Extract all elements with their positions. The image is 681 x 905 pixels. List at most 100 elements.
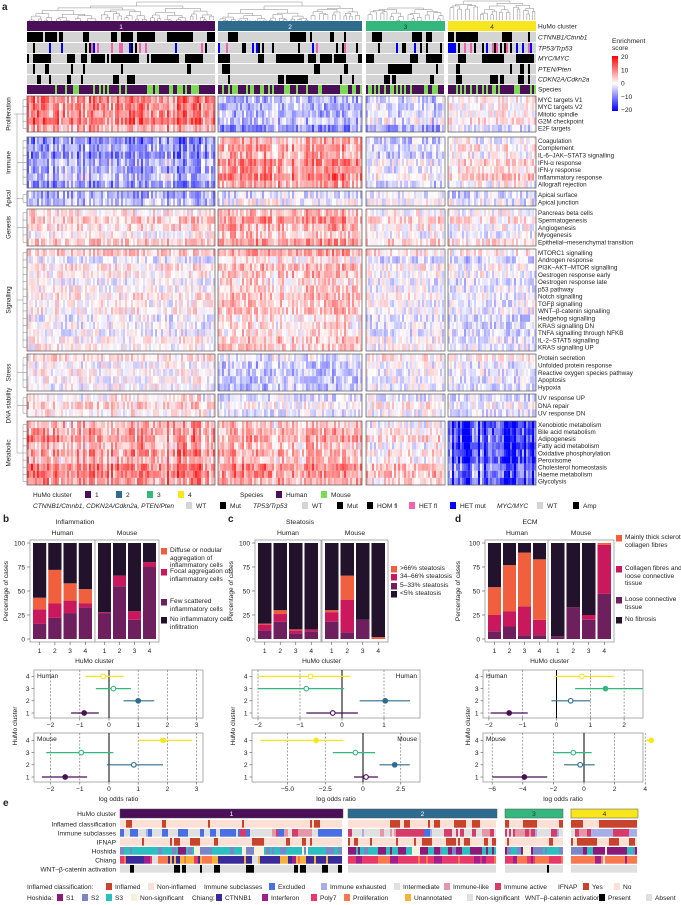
- heatmap-cell: [224, 110, 226, 117]
- heatmap-cell: [169, 110, 171, 117]
- cdkn2a-track-cell: [123, 75, 125, 84]
- myc-track-cell: [500, 54, 502, 63]
- pten-track-cell: [432, 64, 434, 74]
- heatmap-cell: [380, 181, 382, 188]
- heatmap-cell: [422, 137, 424, 144]
- species-track-cell: [310, 85, 312, 94]
- heatmap-cell: [368, 166, 370, 173]
- heatmap-cell: [268, 144, 270, 151]
- heatmap-cell: [346, 118, 348, 125]
- heatmap-cell: [127, 152, 129, 159]
- heatmap-cell: [518, 110, 520, 117]
- species-track-cell: [179, 85, 181, 94]
- heatmap-cell: [486, 118, 488, 125]
- pten-track-cell: [127, 64, 129, 74]
- heatmap-cell: [45, 152, 47, 159]
- myc-track-cell: [480, 54, 482, 63]
- heatmap-cell: [73, 110, 75, 117]
- pathway-label: E2F targets: [538, 126, 571, 133]
- heatmap-cell: [145, 110, 147, 117]
- heatmap-cell: [338, 144, 340, 151]
- myc-track-cell: [410, 54, 412, 63]
- ctnnb1-track-cell: [236, 32, 238, 42]
- heatmap-cell: [238, 181, 240, 188]
- heatmap-cell: [394, 152, 396, 159]
- heatmap-cell: [189, 152, 191, 159]
- species-track-cell: [75, 85, 77, 94]
- heatmap-cell: [203, 166, 205, 173]
- myc-track-cell: [414, 54, 416, 63]
- heatmap-cell: [57, 137, 59, 144]
- pten-track-cell: [123, 64, 125, 74]
- tp53-track-cell: [512, 43, 514, 53]
- heatmap-cell: [222, 166, 224, 173]
- species-track-cell: [105, 85, 107, 94]
- ctnnb1-track-cell: [145, 32, 147, 42]
- heatmap-cell: [224, 103, 226, 110]
- heatmap-cell: [470, 110, 472, 117]
- heatmap-cell: [368, 159, 370, 166]
- heatmap-cell: [468, 144, 470, 151]
- heatmap-cell: [372, 118, 374, 125]
- heatmap-cell: [492, 125, 494, 132]
- heatmap-cell: [173, 144, 175, 151]
- heatmap-cell: [434, 144, 436, 151]
- heatmap-cell: [348, 118, 350, 125]
- heatmap-cell: [402, 159, 404, 166]
- tp53-track-cell: [236, 43, 238, 53]
- cdkn2a-track-cell: [480, 75, 482, 84]
- heatmap-cell: [193, 144, 195, 151]
- heatmap-cell: [326, 173, 328, 180]
- tp53-track-cell: [238, 43, 240, 53]
- heatmap-cell: [274, 166, 276, 173]
- heatmap-cell: [53, 152, 55, 159]
- heatmap-cell: [53, 103, 55, 110]
- myc-track-cell: [398, 54, 400, 63]
- ctnnb1-track-cell: [35, 32, 37, 42]
- heatmap-cell: [286, 137, 288, 144]
- heatmap-cell: [392, 110, 394, 117]
- heatmap-cell: [386, 181, 388, 188]
- heatmap-cell: [143, 110, 145, 117]
- heatmap-cell: [382, 103, 384, 110]
- tp53-track-cell: [69, 43, 71, 53]
- heatmap-cell: [135, 159, 137, 166]
- ctnnb1-track-cell: [422, 32, 424, 42]
- tp53-track-cell: [59, 43, 61, 53]
- heatmap-cell: [376, 125, 378, 132]
- myc-track-cell: [280, 54, 282, 63]
- heatmap-cell: [350, 159, 352, 166]
- heatmap-cell: [260, 181, 262, 188]
- heatmap-cell: [344, 181, 346, 188]
- heatmap-cell: [226, 144, 228, 151]
- ctnnb1-track-cell: [456, 32, 458, 42]
- heatmap-cell: [240, 173, 242, 180]
- ctnnb1-track-cell: [390, 32, 392, 42]
- heatmap-cell: [474, 152, 476, 159]
- heatmap-cell: [298, 152, 300, 159]
- heatmap-cell: [436, 96, 438, 103]
- heatmap-cell: [133, 96, 135, 103]
- heatmap-cell: [103, 96, 105, 103]
- pten-track-cell: [472, 64, 474, 74]
- heatmap-cell: [304, 144, 306, 151]
- heatmap-cell: [478, 181, 480, 188]
- heatmap-cell: [224, 159, 226, 166]
- heatmap-cell: [342, 144, 344, 151]
- heatmap-cell: [141, 103, 143, 110]
- cdkn2a-track-cell: [117, 75, 119, 84]
- heatmap-cell: [95, 96, 97, 103]
- pten-track-cell: [340, 64, 342, 74]
- cdkn2a-track-cell: [434, 75, 436, 84]
- tp53-track-cell: [121, 43, 123, 53]
- cdkn2a-track-cell: [270, 75, 272, 84]
- heatmap-cell: [386, 159, 388, 166]
- heatmap-cell: [175, 118, 177, 125]
- heatmap-cell: [312, 152, 314, 159]
- heatmap-cell: [55, 103, 57, 110]
- heatmap-cell: [282, 137, 284, 144]
- heatmap-cell: [372, 181, 374, 188]
- heatmap-cell: [93, 137, 95, 144]
- heatmap-cell: [396, 144, 398, 151]
- heatmap-cell: [480, 159, 482, 166]
